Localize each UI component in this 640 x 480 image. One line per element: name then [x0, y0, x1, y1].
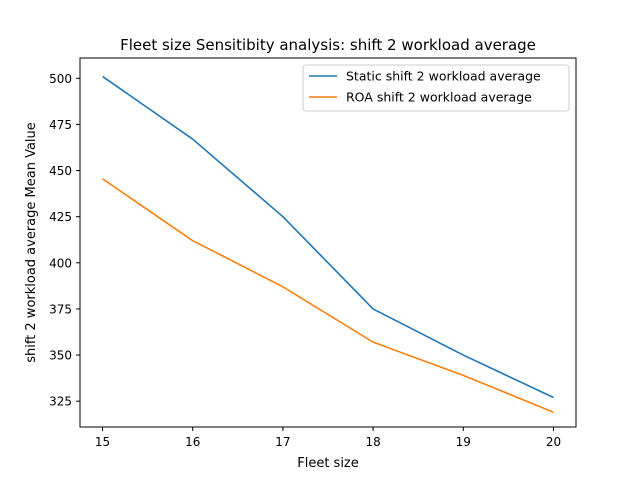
y-tick-label: 375: [49, 302, 72, 316]
series-line-0: [102, 75, 554, 399]
legend-label-static: Static shift 2 workload average: [346, 69, 541, 84]
y-tick-label: 500: [49, 72, 72, 86]
x-axis-label: Fleet size: [297, 456, 359, 471]
legend-box: [302, 64, 570, 112]
y-tick-label: 400: [49, 256, 72, 270]
x-tick-label: 16: [185, 435, 200, 449]
x-axis: 15 16 17 18 19 20: [95, 427, 561, 449]
plot-area: [80, 58, 576, 427]
plot-frame: [79, 57, 577, 428]
legend-label-roa: ROA shift 2 workload average: [346, 90, 532, 105]
x-tick-label: 20: [546, 435, 561, 449]
y-axis-label: shift 2 workload average Mean Value: [24, 122, 39, 363]
x-tick-label: 19: [456, 435, 471, 449]
x-tick-label: 18: [365, 435, 380, 449]
y-tick-label: 450: [49, 164, 72, 178]
x-tick-label: 17: [275, 435, 290, 449]
series-line-1: [102, 178, 554, 413]
y-tick-label: 325: [49, 395, 72, 409]
y-tick-label: 350: [49, 349, 72, 363]
y-tick-label: 425: [49, 210, 72, 224]
y-tick-label: 475: [49, 118, 72, 132]
series-lines: [102, 75, 554, 413]
legend: Static shift 2 workload average ROA shif…: [302, 64, 570, 112]
x-tick-label: 15: [95, 435, 110, 449]
y-axis: 325 350 375 400 425 450 475 500: [49, 72, 80, 409]
chart-title: Fleet size Sensitibity analysis: shift 2…: [120, 36, 536, 54]
